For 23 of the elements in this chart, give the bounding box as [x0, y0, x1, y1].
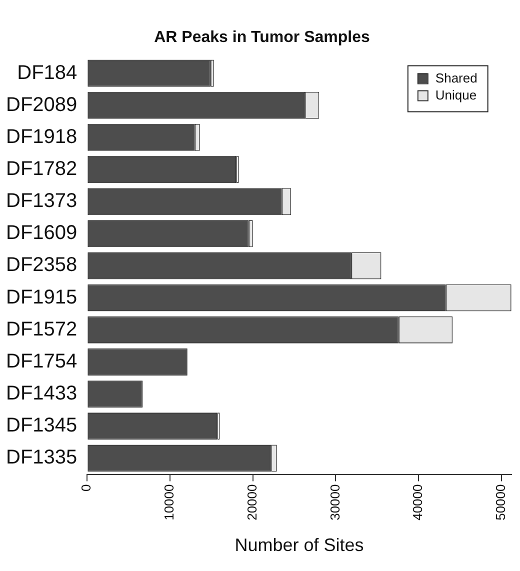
- x-tick-label: 40000: [410, 484, 426, 520]
- y-tick-label: DF1433: [6, 382, 78, 405]
- y-tick-label: DF2089: [6, 94, 78, 116]
- y-tick-label: DF2358: [6, 254, 78, 276]
- y-tick-label: DF1335: [6, 446, 78, 469]
- x-tick-label: 10000: [162, 484, 177, 520]
- y-tick-label: DF1918: [6, 126, 78, 148]
- x-axis-title: Number of Sites: [234, 535, 364, 556]
- chart-title: AR Peaks in Tumor Samples: [154, 29, 370, 46]
- legend-label: Unique: [435, 87, 477, 102]
- y-tick-label: DF1754: [6, 350, 78, 372]
- y-tick-label: DF1373: [6, 190, 78, 212]
- y-tick-label: DF1915: [6, 286, 78, 308]
- x-tick-label: 0: [78, 484, 94, 492]
- y-tick-label: DF1609: [6, 222, 78, 244]
- y-tick-label: DF1782: [6, 158, 78, 180]
- x-tick-label: 50000: [492, 484, 508, 520]
- y-tick-label: DF1345: [6, 414, 78, 437]
- x-tick-label: 20000: [244, 484, 260, 520]
- x-tick-label: 30000: [327, 484, 342, 520]
- y-tick-label: DF184: [17, 62, 78, 84]
- legend-label: Shared: [435, 70, 478, 86]
- y-tick-label: DF1572: [6, 318, 78, 340]
